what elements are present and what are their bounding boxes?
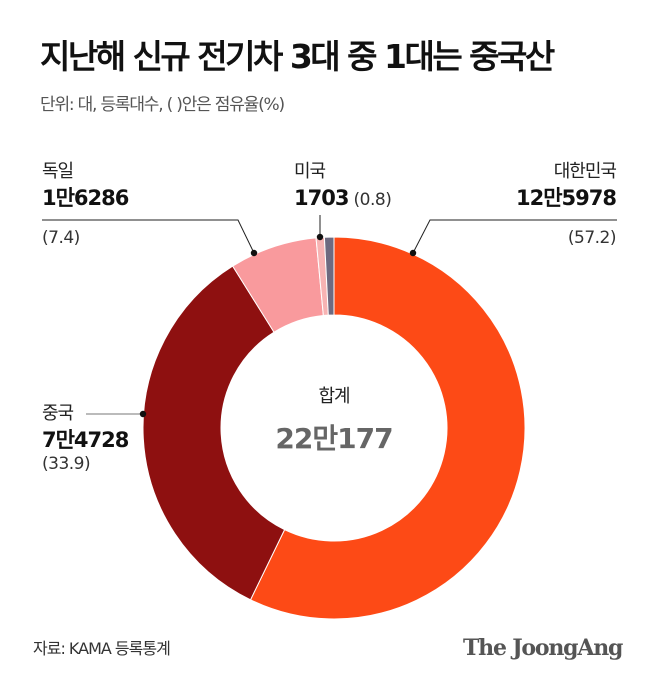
leader-dot-korea	[409, 249, 417, 257]
label-china-name: 중국	[42, 403, 74, 424]
center-label: 합계	[318, 386, 350, 407]
label-usa-name: 미국	[294, 161, 326, 182]
label-usa-value: 1703	[294, 186, 349, 210]
label-germany-pct: (7.4)	[42, 228, 80, 248]
leader-dot-usa	[316, 233, 324, 241]
label-usa-pct: (0.8)	[353, 190, 392, 210]
label-china: 중국 7만4728 (33.9)	[42, 403, 129, 474]
leader-dot-germany	[250, 249, 258, 257]
label-germany-name: 독일	[42, 161, 74, 182]
donut-slice-korea	[249, 236, 526, 620]
source-note: 자료: KAMA 등록통계	[33, 639, 171, 658]
label-germany: 독일 1만6286	[42, 161, 129, 210]
publisher-logo: The JoongAng	[463, 635, 623, 661]
center-total: 22만177	[275, 422, 393, 455]
label-korea-pct-wrap: (57.2)	[567, 228, 617, 248]
chart-title: 지난해 신규 전기차 3대 중 1대는 중국산	[40, 37, 555, 76]
label-korea-pct: (57.2)	[567, 228, 617, 248]
leader-line-germany	[42, 219, 255, 254]
label-korea-name: 대한민국	[553, 161, 617, 182]
label-germany-pct-wrap: (7.4)	[42, 230, 80, 247]
donut-slice-usa	[323, 236, 335, 316]
leader-dots	[139, 233, 417, 418]
donut-slices	[142, 236, 526, 620]
label-china-value: 7만4728	[42, 428, 129, 452]
label-china-pct: (33.9)	[42, 454, 91, 474]
leader-line-korea	[412, 219, 617, 254]
leader-lines	[42, 215, 617, 415]
label-usa: 미국 1703 (0.8)	[294, 161, 392, 210]
label-korea-value: 12만5978	[516, 186, 617, 210]
leader-dot-china	[139, 410, 147, 418]
label-germany-value: 1만6286	[42, 186, 129, 210]
label-korea: 대한민국 12만5978	[516, 161, 617, 210]
donut-slice-china	[142, 265, 286, 601]
chart-subtitle: 단위: 대, 등록대수, ( )안은 점유율(%)	[40, 95, 285, 115]
